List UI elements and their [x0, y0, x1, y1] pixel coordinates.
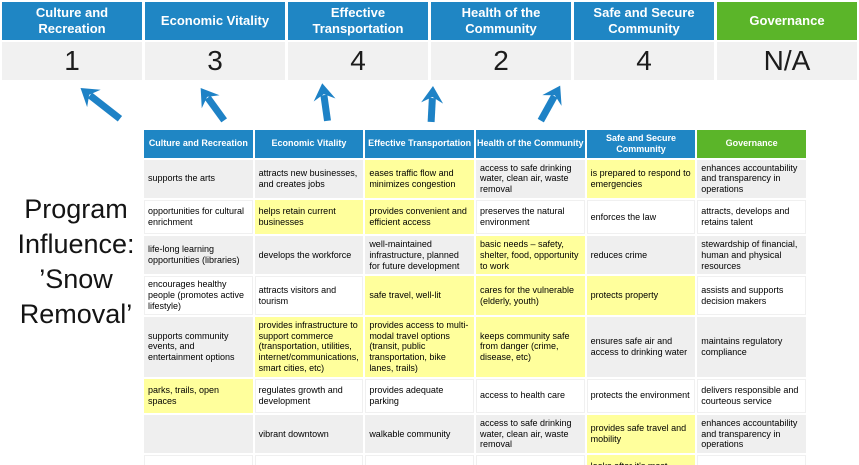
matrix-cell: stewardship of financial, human and phys…: [697, 235, 806, 275]
matrix-row-5: supports community events, and entertain…: [144, 316, 806, 377]
scoreband-column-governance: Governance N/A: [717, 2, 857, 80]
influence-arrow-economic-vitality: [200, 84, 227, 126]
pillar-header-effective-transportation: Effective Transportation: [288, 2, 428, 40]
up-arrow-icon: [421, 86, 444, 123]
matrix-cell-highlighted: protects property: [586, 276, 696, 315]
matrix-row-4: encourages healthy people (promotes acti…: [144, 276, 806, 315]
matrix-cell: [475, 455, 585, 465]
scoreband-column-health-of-the-community: Health of the Community 2: [431, 2, 571, 80]
influence-arrow-health-community: [419, 86, 445, 124]
matrix-header-row: Culture and Recreation Economic Vitality E…: [144, 130, 806, 158]
matrix-cell: [144, 455, 253, 465]
matrix-row-7: vibrant downtown walkable community access…: [144, 414, 806, 454]
matrix-cell: attracts new businesses, and creates job…: [254, 159, 364, 198]
matrix-cell: enhances accountability and transparency…: [697, 414, 806, 454]
matrix-cell: [254, 455, 364, 465]
scoreband-column-culture-and-recreation: Culture and Recreation 1: [2, 2, 142, 80]
matrix-cell: assists and supports decision makers: [697, 276, 806, 315]
matrix-row-1: supports the arts attracts new businesses…: [144, 159, 806, 198]
influence-score-effective-transportation: 4: [288, 42, 428, 80]
matrix-cell: opportunities for cultural enrichment: [144, 199, 253, 234]
matrix-cell: encourages healthy people (promotes acti…: [144, 276, 253, 315]
matrix-cell-highlighted: keeps community safe from danger (crime,…: [475, 316, 585, 377]
matrix-cell: preserves the natural environment: [475, 199, 585, 234]
matrix-cell: access to health care: [475, 378, 585, 413]
matrix-cell-highlighted: looks after it's most vulnerable: [586, 455, 696, 465]
matrix-cell-highlighted: provides access to multi-modal travel op…: [365, 316, 474, 377]
matrix-header-governance: Governance: [697, 130, 806, 158]
matrix-cell: [697, 455, 806, 465]
program-title: Program Influence: ’Snow Removal’: [0, 192, 152, 332]
matrix-cell: enforces the law: [586, 199, 696, 234]
scoreband-column-effective-transportation: Effective Transportation 4: [288, 2, 428, 80]
matrix-row-8: looks after it's most vulnerable: [144, 455, 806, 465]
matrix-cell: enhances accountability and transparency…: [697, 159, 806, 198]
matrix-header-effective-transportation: Effective Transportation: [365, 130, 474, 158]
matrix-cell: access to safe drinking water, clean air…: [475, 159, 585, 198]
matrix-cell: attracts, develops and retains talent: [697, 199, 806, 234]
matrix-cell-highlighted: is prepared to respond to emergencies: [586, 159, 696, 198]
up-arrow-icon: [313, 83, 336, 122]
matrix-cell-highlighted: eases traffic flow and minimizes congest…: [365, 159, 474, 198]
influence-arrow-effective-transportation: [312, 83, 338, 123]
matrix-cell: [365, 455, 474, 465]
program-title-line2: ’Snow Removal’: [19, 264, 133, 330]
matrix-cell: reduces crime: [586, 235, 696, 275]
scoreband-column-safe-and-secure-community: Safe and Secure Community 4: [574, 2, 714, 80]
matrix-cell-highlighted: parks, trails, open spaces: [144, 378, 253, 413]
matrix-cell: supports the arts: [144, 159, 253, 198]
matrix-cell: access to safe drinking water, clean air…: [475, 414, 585, 454]
matrix-row-6: parks, trails, open spaces regulates grow…: [144, 378, 806, 413]
influence-score-economic-vitality: 3: [145, 42, 285, 80]
matrix-cell: [144, 414, 253, 454]
pillar-header-culture-and-recreation: Culture and Recreation: [2, 2, 142, 40]
influence-score-health-of-the-community: 2: [431, 42, 571, 80]
matrix-header-culture-and-recreation: Culture and Recreation: [144, 130, 253, 158]
matrix-cell: vibrant downtown: [254, 414, 364, 454]
matrix-header-health-of-the-community: Health of the Community: [475, 130, 585, 158]
score-band: Culture and Recreation 1 Economic Vitality…: [2, 2, 857, 80]
influence-arrow-culture-recreation: [80, 78, 123, 130]
influence-matrix: Culture and Recreation Economic Vitality E…: [142, 128, 808, 465]
matrix-cell: regulates growth and development: [254, 378, 364, 413]
matrix-cell-highlighted: helps retain current businesses: [254, 199, 364, 234]
scoreband-column-economic-vitality: Economic Vitality 3: [145, 2, 285, 80]
matrix-row-2: opportunities for cultural enrichment hel…: [144, 199, 806, 234]
matrix-cell-highlighted: provides safe travel and mobility: [586, 414, 696, 454]
matrix-cell: delivers responsible and courteous servi…: [697, 378, 806, 413]
matrix-cell: well-maintained infrastructure, planned …: [365, 235, 474, 275]
matrix-cell: protects the environment: [586, 378, 696, 413]
matrix-cell: supports community events, and entertain…: [144, 316, 253, 377]
matrix-cell-highlighted: safe travel, well-lit: [365, 276, 474, 315]
influence-score-culture-and-recreation: 1: [2, 42, 142, 80]
matrix-cell: attracts visitors and tourism: [254, 276, 364, 315]
up-arrow-icon: [200, 88, 227, 123]
pillar-header-economic-vitality: Economic Vitality: [145, 2, 285, 40]
matrix-row-3: life-long learning opportunities (librar…: [144, 235, 806, 275]
matrix-cell-highlighted: cares for the vulnerable (elderly, youth…: [475, 276, 585, 315]
matrix-cell: walkable community: [365, 414, 474, 454]
matrix-header-economic-vitality: Economic Vitality: [254, 130, 364, 158]
matrix-cell-highlighted: provides infrastructure to support comme…: [254, 316, 364, 377]
program-title-line1: Program Influence:: [17, 194, 135, 260]
matrix-cell: life-long learning opportunities (librar…: [144, 235, 253, 275]
up-arrow-icon: [537, 85, 562, 123]
influence-score-governance: N/A: [717, 42, 857, 80]
matrix-header-safe-and-secure-community: Safe and Secure Community: [586, 130, 696, 158]
matrix-cell-highlighted: basic needs – safety, shelter, food, opp…: [475, 235, 585, 275]
matrix-cell-highlighted: provides convenient and efficient access: [365, 199, 474, 234]
pillar-header-governance: Governance: [717, 2, 857, 40]
matrix-cell: provides adequate parking: [365, 378, 474, 413]
up-arrow-icon: [80, 87, 123, 122]
influence-score-safe-and-secure-community: 4: [574, 42, 714, 80]
pillar-header-safe-and-secure-community: Safe and Secure Community: [574, 2, 714, 40]
matrix-cell: maintains regulatory compliance: [697, 316, 806, 377]
matrix-cell: ensures safe air and access to drinking …: [586, 316, 696, 377]
influence-arrow-safe-secure: [537, 83, 563, 125]
pillar-header-health-of-the-community: Health of the Community: [431, 2, 571, 40]
matrix-cell: develops the workforce: [254, 235, 364, 275]
